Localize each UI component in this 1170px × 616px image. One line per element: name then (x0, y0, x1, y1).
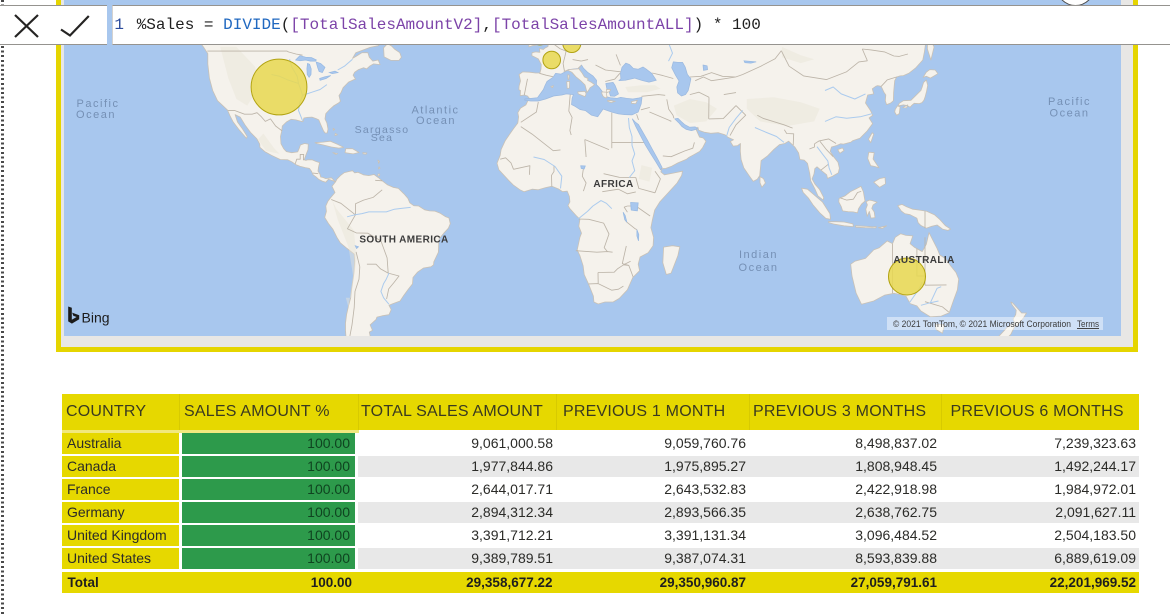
svg-text:Atlantic: Atlantic (411, 105, 459, 117)
svg-text:© 2021 TomTom, © 2021 Microsof: © 2021 TomTom, © 2021 Microsoft Corporat… (893, 319, 1071, 330)
svg-text:AFRICA: AFRICA (593, 179, 633, 190)
svg-text:Pacific: Pacific (1048, 96, 1091, 108)
svg-text:Ocean: Ocean (76, 109, 116, 121)
svg-text:Ocean: Ocean (416, 115, 456, 127)
svg-text:AUSTRALIA: AUSTRALIA (893, 255, 954, 266)
svg-text:Terms: Terms (1077, 319, 1099, 330)
svg-text:Sea: Sea (371, 132, 394, 144)
svg-text:Bing: Bing (82, 310, 110, 326)
svg-text:SOUTH AMERICA: SOUTH AMERICA (359, 235, 448, 246)
svg-text:Ocean: Ocean (739, 262, 779, 274)
svg-text:Sargasso: Sargasso (355, 124, 410, 136)
svg-text:Ocean: Ocean (1050, 108, 1090, 120)
svg-text:Pacific: Pacific (77, 98, 120, 110)
svg-text:Indian: Indian (739, 249, 778, 261)
